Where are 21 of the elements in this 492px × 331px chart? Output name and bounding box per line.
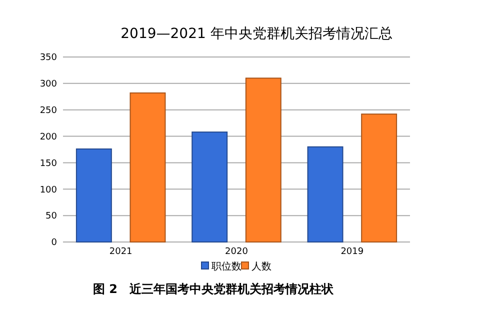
bar: [76, 148, 112, 242]
caption: 图 2 近三年国考中央党群机关招考情况柱状: [93, 282, 335, 296]
x-tick-label: 2019: [340, 247, 364, 257]
x-tick-label: 2020: [225, 247, 248, 257]
legend-label: 人数: [252, 262, 272, 272]
x-tick-label: 2021: [109, 247, 132, 257]
bar: [130, 92, 166, 242]
y-tick-label: 0: [51, 238, 58, 248]
y-tick-label: 250: [40, 106, 58, 116]
y-tick-label: 300: [40, 80, 58, 90]
y-tick-label: 50: [46, 212, 58, 222]
y-tick-label: 350: [40, 53, 58, 64]
bar: [192, 132, 228, 242]
bar: [307, 146, 344, 242]
bar: [245, 78, 282, 242]
y-tick-label: 200: [40, 132, 58, 142]
y-tick-label: 100: [40, 185, 58, 196]
y-tick-label: 150: [40, 158, 58, 169]
legend-label: 职位数: [212, 260, 242, 272]
chart-title: 2019—2021 年中央党群机关招考情况汇总: [120, 26, 392, 42]
bar: [361, 114, 398, 242]
